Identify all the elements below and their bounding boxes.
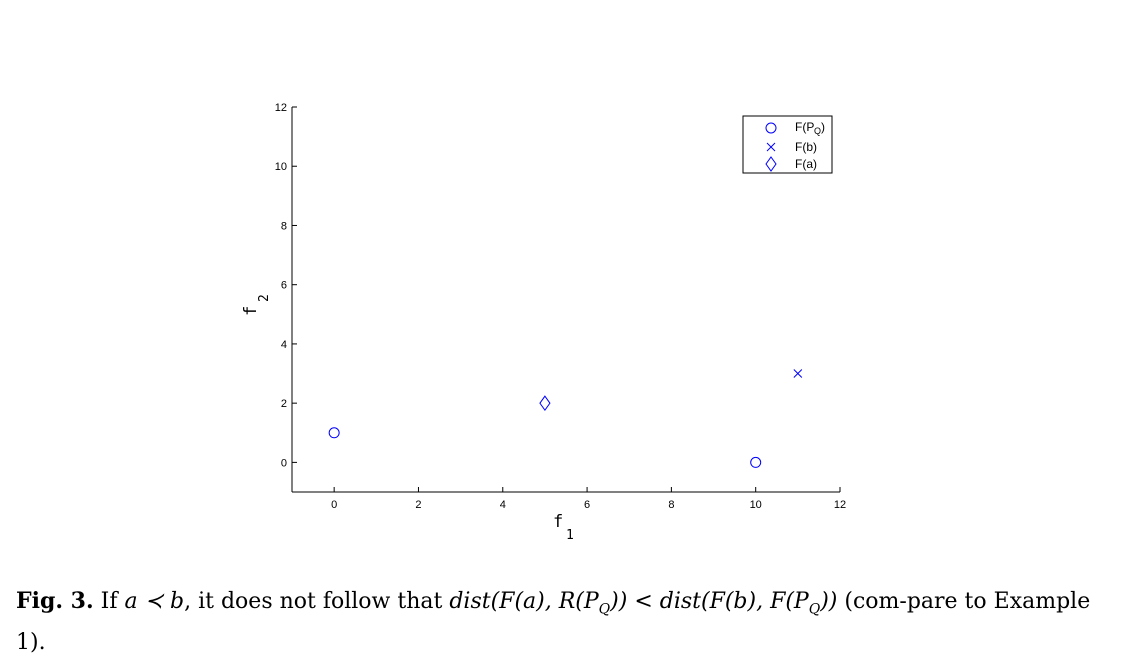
- point-diamond: [539, 395, 551, 412]
- caption-label: Fig. 3.: [16, 588, 94, 614]
- scatter-chart: 0 2 4 6 8 10 12 0 2 4 6 8 10 12 f 1 f 2 F(P Q ) F(b)…: [241, 102, 846, 543]
- figure-caption: Fig. 3. If a ≺ b, it does not follow tha…: [16, 584, 1116, 660]
- caption-text-1: If: [93, 589, 125, 614]
- caption-math-3-subscript: Q: [808, 601, 821, 618]
- x-axis-label: f: [553, 512, 563, 532]
- x-tick-label: 6: [584, 499, 590, 511]
- y-axis-label: f: [241, 306, 261, 316]
- x-tick-label: 2: [415, 499, 421, 511]
- caption-text-2: , it does not follow that: [184, 589, 450, 614]
- x-axis-label-subscript: 1: [566, 528, 574, 543]
- x-tick-label: 4: [500, 499, 506, 511]
- plot-frame: [291, 107, 840, 493]
- legend-box: [742, 115, 833, 174]
- point-circle: [328, 427, 340, 439]
- y-tick-label: 6: [281, 280, 287, 292]
- caption-math-3-end: )): [820, 589, 838, 614]
- y-axis-label-subscript: 2: [257, 294, 272, 302]
- x-ticks: 0 2 4 6 8 10 12: [331, 487, 846, 511]
- point-x: [793, 369, 803, 378]
- legend-label-fa: F(a): [795, 157, 817, 171]
- x-tick-label: 8: [668, 499, 674, 511]
- caption-math-2-subscript: Q: [598, 601, 611, 618]
- y-tick-label: 8: [281, 220, 287, 232]
- legend-circle-marker: [765, 122, 777, 134]
- legend-label-fpq-subscript: Q: [814, 126, 821, 136]
- x-tick-label: 12: [834, 499, 846, 511]
- caption-text-3: (com-pare to Example 1).: [16, 589, 1091, 656]
- y-ticks: 0 2 4 6 8 10 12: [275, 102, 297, 469]
- x-tick-label: 10: [750, 499, 762, 511]
- legend-label-fb: F(b): [795, 140, 817, 154]
- x-tick-label: 0: [331, 499, 337, 511]
- caption-math-2: dist(F(a), R(P: [449, 589, 599, 614]
- legend-label-fpq-suffix: ): [821, 120, 825, 134]
- data-points: [328, 369, 803, 468]
- y-tick-label: 0: [281, 457, 287, 469]
- point-circle: [750, 456, 762, 468]
- caption-math-1: a ≺ b: [124, 589, 185, 614]
- y-tick-label: 2: [281, 398, 287, 410]
- caption-math-2-end: )) < dist(F(b), F(P: [610, 589, 809, 614]
- legend-x-marker: [766, 142, 776, 152]
- y-tick-label: 10: [275, 161, 287, 173]
- y-tick-label: 4: [281, 339, 287, 351]
- legend-diamond-marker: [765, 156, 777, 172]
- legend: F(P Q ) F(b) F(a): [742, 115, 833, 174]
- legend-label-fpq: F(P: [795, 120, 814, 134]
- y-tick-label: 12: [275, 102, 287, 114]
